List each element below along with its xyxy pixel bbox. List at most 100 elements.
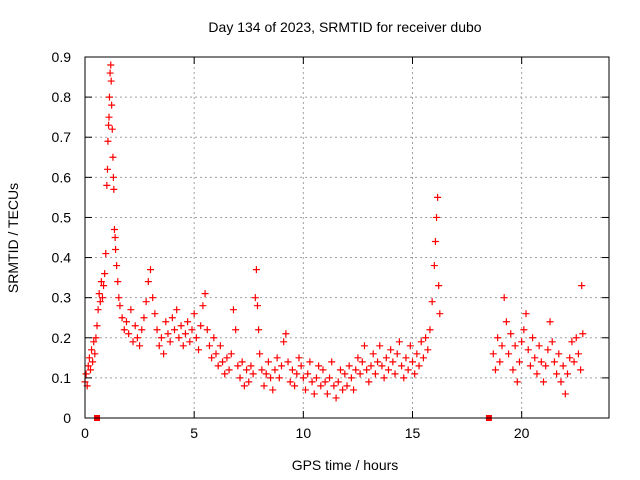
y-tick-label: 0.7 <box>52 129 72 145</box>
data-point <box>92 334 100 342</box>
data-point <box>537 358 545 366</box>
data-point <box>82 370 90 378</box>
data-point <box>195 346 203 354</box>
data-point <box>354 354 362 362</box>
data-point <box>496 358 504 366</box>
data-point <box>548 338 556 346</box>
data-point <box>498 342 506 350</box>
data-point <box>114 278 122 286</box>
data-points <box>81 61 587 402</box>
data-point <box>192 334 200 342</box>
data-point <box>577 366 585 374</box>
data-point <box>500 294 508 302</box>
data-point <box>367 362 375 370</box>
data-point <box>376 342 384 350</box>
data-point <box>201 290 209 298</box>
data-point <box>312 374 320 382</box>
data-point <box>98 294 106 302</box>
data-point <box>160 350 168 358</box>
data-point <box>212 350 220 358</box>
data-point <box>564 370 572 378</box>
data-point <box>108 125 116 133</box>
data-point <box>343 382 351 390</box>
data-point <box>382 354 390 362</box>
data-point <box>234 362 242 370</box>
data-point <box>417 338 425 346</box>
data-point <box>267 374 275 382</box>
data-point <box>494 334 502 342</box>
data-point <box>142 298 150 306</box>
data-point <box>116 302 124 310</box>
data-point <box>572 334 580 342</box>
data-point <box>173 306 181 314</box>
data-point <box>409 358 416 366</box>
data-point <box>269 386 277 394</box>
data-point <box>168 314 176 322</box>
data-point <box>127 306 135 314</box>
y-tick-label: 0.3 <box>52 290 72 306</box>
data-point <box>332 394 340 402</box>
data-point <box>252 266 260 274</box>
data-point <box>181 330 189 338</box>
data-point <box>271 366 279 374</box>
data-point <box>526 362 534 370</box>
data-point <box>389 358 397 366</box>
data-point <box>125 330 133 338</box>
data-point <box>336 366 344 374</box>
data-point <box>384 366 392 374</box>
data-point <box>115 294 123 302</box>
data-point <box>100 282 108 290</box>
data-point <box>157 334 165 342</box>
x-axis-title: GPS time / hours <box>292 457 399 473</box>
data-point <box>347 374 355 382</box>
data-point <box>302 386 310 394</box>
data-point <box>524 346 532 354</box>
data-point <box>334 378 342 386</box>
data-point <box>262 370 270 378</box>
data-point <box>94 306 102 314</box>
data-point <box>133 334 141 342</box>
data-point <box>240 382 248 390</box>
data-point <box>110 225 118 233</box>
grid <box>85 57 609 418</box>
data-point <box>520 326 528 334</box>
data-point <box>175 334 183 342</box>
data-point <box>358 358 366 366</box>
data-point <box>350 386 358 394</box>
data-point <box>120 326 128 334</box>
data-point <box>106 69 114 77</box>
data-point <box>436 310 444 318</box>
data-point <box>107 61 115 69</box>
data-point <box>205 342 213 350</box>
data-point <box>352 366 360 374</box>
data-point <box>297 362 305 370</box>
data-point <box>540 378 547 386</box>
data-point <box>188 326 196 334</box>
data-point <box>136 342 144 350</box>
data-point <box>153 326 161 334</box>
data-point <box>256 350 264 358</box>
data-point <box>108 101 116 109</box>
data-point <box>225 366 233 374</box>
data-point <box>319 366 327 374</box>
data-point <box>186 338 194 346</box>
data-point <box>221 370 229 378</box>
data-point <box>557 378 565 386</box>
data-point <box>86 366 94 374</box>
data-point <box>236 374 244 382</box>
data-point <box>105 93 113 101</box>
data-point <box>434 193 442 201</box>
data-point <box>90 338 98 346</box>
data-point <box>546 318 554 326</box>
data-point <box>223 354 231 362</box>
data-point <box>400 374 408 382</box>
data-point <box>109 173 117 181</box>
data-point <box>356 370 364 378</box>
y-tick-label: 0 <box>63 410 71 426</box>
data-point <box>426 326 434 334</box>
data-point <box>406 342 414 350</box>
data-point <box>291 382 299 390</box>
data-point <box>550 358 558 366</box>
data-point <box>105 121 113 129</box>
data-point <box>258 366 266 374</box>
